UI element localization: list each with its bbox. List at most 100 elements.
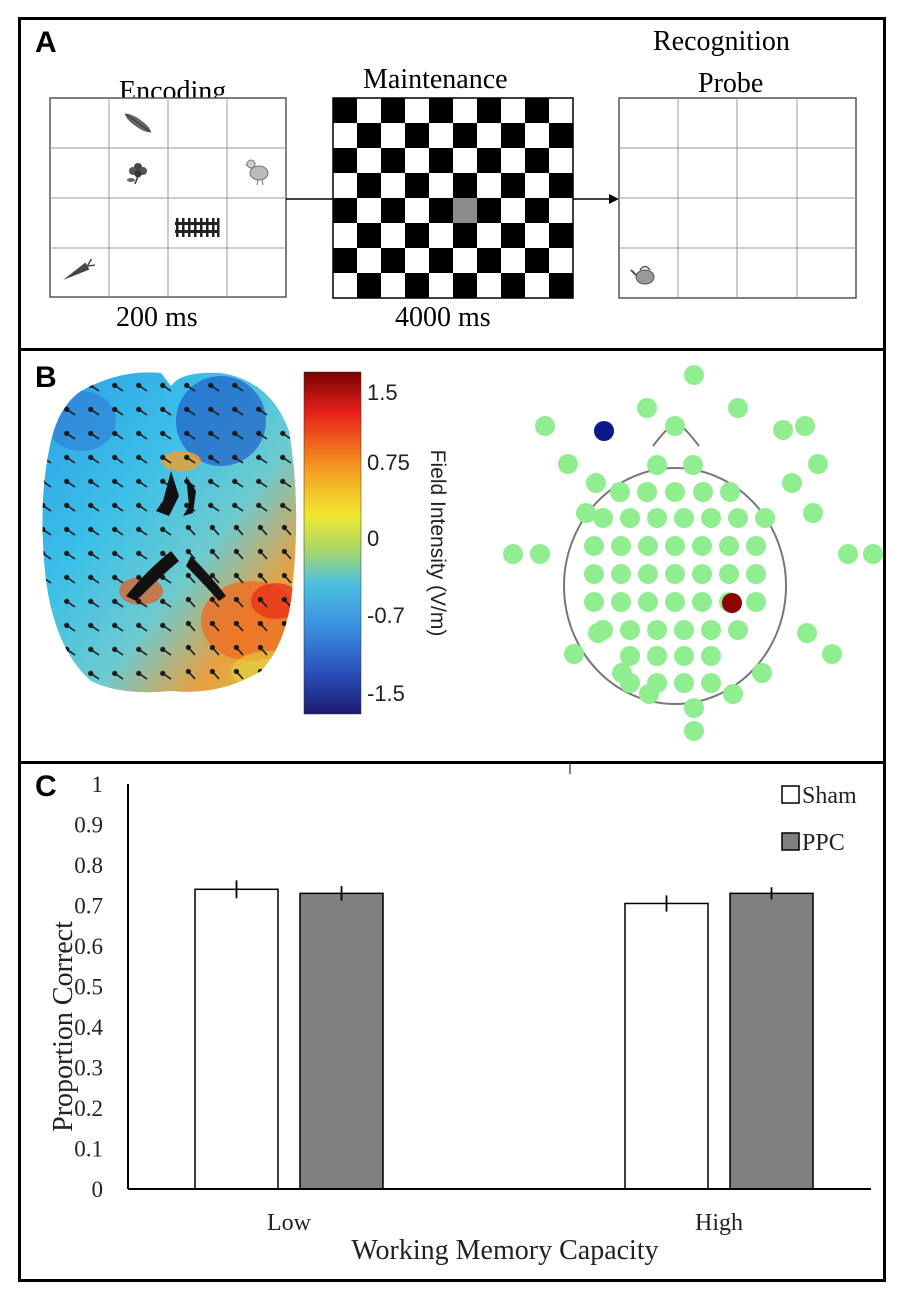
checker-cell — [405, 173, 429, 198]
checker-cell — [405, 223, 429, 248]
fence-icon — [175, 218, 220, 237]
bar-ppc-low — [299, 892, 384, 1190]
colorbar-tick: -1.5 — [367, 681, 405, 706]
checker-cell — [429, 223, 453, 248]
checker-cell — [333, 198, 357, 223]
electrode-return — [594, 421, 614, 441]
electrode — [665, 482, 685, 502]
electrode — [611, 564, 631, 584]
electrode — [612, 663, 632, 683]
checker-cell — [429, 198, 453, 223]
checker-cell — [381, 198, 405, 223]
checker-cell — [453, 223, 477, 248]
panel-b-diagram: 1.5 0.75 0 -0.7 -1.5 Field Intensity (V/m) — [42, 365, 883, 741]
electrode — [674, 673, 694, 693]
electrode — [701, 508, 721, 528]
checker-cell — [429, 148, 453, 173]
checker-cell — [477, 148, 501, 173]
checker-cell — [549, 248, 573, 273]
checker-cell — [381, 273, 405, 298]
checker-cell — [549, 223, 573, 248]
carrot-icon — [63, 258, 96, 280]
electrode — [665, 564, 685, 584]
electrode — [719, 564, 739, 584]
electrode — [584, 536, 604, 556]
checker-cell — [501, 148, 525, 173]
checker-cell — [525, 173, 549, 198]
x-tick-label: Low — [267, 1210, 312, 1236]
electrode — [593, 508, 613, 528]
electrode — [838, 544, 858, 564]
legend-label-ppc: PPC — [802, 830, 845, 856]
eeg-head-map — [503, 365, 883, 741]
x-axis-title: Working Memory Capacity — [351, 1235, 658, 1266]
checker-cell — [525, 123, 549, 148]
maintenance-title: Maintenance — [363, 64, 508, 95]
checker-cell — [405, 273, 429, 298]
electrode — [620, 646, 640, 666]
electrode — [684, 365, 704, 385]
legend-swatch-ppc — [781, 832, 800, 851]
checker-cell — [381, 173, 405, 198]
electrode — [665, 536, 685, 556]
electrode — [637, 482, 657, 502]
checker-cell — [525, 198, 549, 223]
brain-field-map — [42, 372, 297, 693]
checker-cell — [549, 173, 573, 198]
checker-cell — [357, 273, 381, 298]
checker-cell — [501, 98, 525, 123]
electrode — [647, 508, 667, 528]
electrode — [665, 592, 685, 612]
electrode — [638, 592, 658, 612]
electrode — [637, 398, 657, 418]
checker-cell — [453, 198, 477, 223]
bar-sham-high — [624, 902, 709, 1190]
y-tick-label: 0.1 — [74, 1137, 103, 1162]
electrode — [611, 536, 631, 556]
electrode — [530, 544, 550, 564]
checker-cell — [549, 98, 573, 123]
electrode — [638, 564, 658, 584]
y-tick-label: 0.8 — [74, 853, 103, 878]
checker-cell — [549, 123, 573, 148]
electrode — [639, 684, 659, 704]
legend-label-sham: Sham — [802, 783, 857, 809]
legend-swatch-sham — [781, 785, 800, 804]
electrode — [503, 544, 523, 564]
checker-cell — [477, 248, 501, 273]
probe-title-line2: Probe — [698, 68, 764, 99]
bar-sham-low — [194, 888, 279, 1190]
y-tick-label: 0.7 — [74, 894, 103, 919]
checker-cell — [477, 273, 501, 298]
y-tick-label: 0.9 — [74, 813, 103, 838]
panel-a-diagram — [49, 97, 857, 299]
checker-cell — [429, 248, 453, 273]
bar-chart: 0 0.1 0.2 0.3 0.4 0.5 0.6 0.7 0.8 0.9 1 Low High Prop… — [48, 764, 871, 1266]
electrode — [647, 620, 667, 640]
checker-cell — [525, 223, 549, 248]
electrode — [610, 482, 630, 502]
electrode — [723, 684, 743, 704]
checker-cell — [453, 248, 477, 273]
checker-cell — [405, 248, 429, 273]
electrode — [647, 646, 667, 666]
checker-cell — [501, 173, 525, 198]
electrode — [535, 416, 555, 436]
y-tick-label: 1 — [92, 772, 104, 797]
checker-cell — [525, 248, 549, 273]
y-tick-label: 0 — [92, 1177, 104, 1202]
electrode — [755, 508, 775, 528]
checker-cell — [501, 123, 525, 148]
electrode — [782, 473, 802, 493]
encoding-duration: 200 ms — [116, 302, 198, 333]
y-axis-title: Proportion Correct — [48, 921, 79, 1132]
checker-cell — [405, 123, 429, 148]
electrode — [674, 508, 694, 528]
checker-cell — [477, 173, 501, 198]
checker-cell — [477, 123, 501, 148]
checker-cell — [549, 273, 573, 298]
checker-cell — [453, 273, 477, 298]
electrode — [683, 455, 703, 475]
checker-cell — [429, 98, 453, 123]
electrode — [576, 503, 596, 523]
